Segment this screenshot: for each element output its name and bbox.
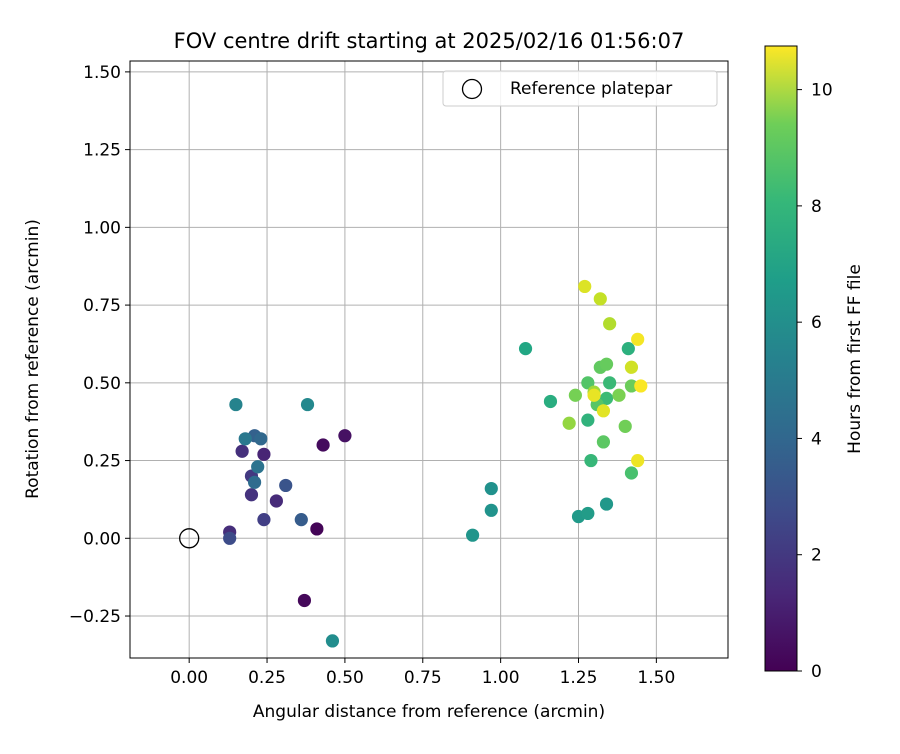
colorbar-tick-label: 2: [811, 546, 822, 566]
data-point: [631, 332, 645, 346]
y-axis-ticks: −0.25 0.00 0.25 0.50 0.75 1.00 1.25 1.50: [69, 63, 130, 627]
data-point: [584, 453, 598, 468]
legend-box: [442, 70, 718, 107]
data-point: [599, 391, 614, 405]
data-point: [325, 634, 340, 648]
x-tick-label: 0.25: [248, 668, 286, 688]
y-tick-label: 1.00: [83, 218, 121, 238]
data-point: [518, 342, 533, 356]
data-point: [294, 513, 308, 527]
data-point: [587, 388, 601, 402]
colorbar-tick-label: 4: [811, 429, 822, 449]
data-point: [310, 522, 324, 536]
y-tick-label: 1.50: [83, 63, 121, 83]
data-point: [631, 453, 645, 468]
x-tick-label: 0.75: [404, 668, 442, 688]
data-point: [568, 388, 582, 402]
data-point: [244, 488, 259, 502]
y-tick-label: 0.50: [83, 374, 121, 394]
data-point: [581, 376, 595, 390]
data-point: [624, 466, 639, 480]
data-point: [235, 444, 249, 458]
data-point: [581, 506, 595, 521]
data-point: [599, 357, 614, 371]
data-point: [634, 379, 648, 393]
data-point: [599, 497, 614, 511]
data-point: [578, 279, 592, 294]
data-point: [603, 317, 617, 331]
x-tick-label: 1.50: [637, 668, 675, 688]
data-point: [624, 379, 639, 393]
reference-platepar-marker: [179, 528, 200, 549]
x-axis-label: Angular distance from reference (arcmin): [253, 702, 605, 722]
colorbar-tick-label: 0: [811, 662, 822, 682]
data-point: [279, 478, 293, 493]
legend: Reference platepar: [442, 70, 718, 107]
data-point: [316, 438, 330, 452]
x-tick-label: 1.25: [560, 668, 598, 688]
x-tick-label: 0.50: [326, 668, 364, 688]
data-point: [257, 447, 271, 461]
data-point: [297, 593, 312, 608]
data-point: [603, 376, 617, 390]
colorbar-gradient: [764, 45, 798, 672]
data-point: [593, 292, 607, 306]
x-tick-label: 1.00: [482, 668, 520, 688]
y-tick-label: 0.25: [83, 452, 121, 472]
data-point: [223, 531, 237, 545]
data-point: [543, 394, 558, 409]
data-points: [179, 279, 648, 648]
data-point: [612, 388, 626, 402]
data-point: [562, 416, 576, 430]
chart-title: FOV centre drift starting at 2025/02/16 …: [174, 29, 685, 53]
colorbar-label: Hours from first FF file: [845, 264, 865, 454]
data-point: [238, 432, 252, 446]
data-point: [596, 435, 611, 449]
y-tick-label: 0.75: [83, 296, 121, 316]
y-tick-label: −0.25: [69, 607, 121, 627]
legend-label-reference: Reference platepar: [510, 79, 672, 99]
data-point: [621, 342, 635, 356]
data-point: [484, 503, 498, 517]
colorbar-tick-label: 10: [811, 81, 833, 101]
y-tick-label: 1.25: [83, 141, 121, 161]
data-point: [596, 404, 611, 418]
data-point: [466, 528, 480, 542]
y-tick-label: 0.00: [83, 529, 121, 549]
data-point: [624, 360, 639, 374]
data-point: [229, 397, 243, 412]
data-point: [251, 460, 265, 474]
colorbar-tick-label: 8: [811, 197, 822, 217]
data-point: [300, 397, 315, 412]
colorbar: 0 2 4 6 8 10 Hours from first FF file: [764, 45, 865, 682]
data-point: [254, 432, 268, 446]
legend-marker-reference: [461, 78, 483, 100]
data-point: [484, 481, 498, 496]
grid-lines: [130, 61, 728, 658]
colorbar-tick-label: 6: [811, 313, 822, 333]
data-point: [581, 413, 595, 427]
colorbar-ticks: 0 2 4 6 8 10: [797, 81, 833, 682]
y-axis-label: Rotation from reference (arcmin): [23, 219, 43, 499]
data-point: [247, 475, 262, 489]
plot-frame: [129, 60, 729, 659]
x-tick-label: 0.00: [170, 668, 208, 688]
x-axis-ticks: 0.00 0.25 0.50 0.75 1.00 1.25 1.50: [170, 658, 675, 688]
data-point: [269, 494, 283, 508]
data-point: [618, 419, 632, 433]
data-point: [257, 513, 271, 527]
data-point: [338, 429, 352, 443]
